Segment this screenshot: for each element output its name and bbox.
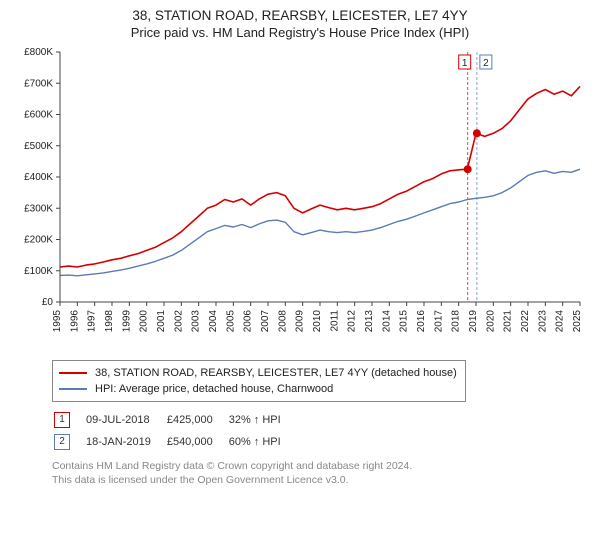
svg-text:£200K: £200K [24, 235, 53, 246]
svg-text:2014: 2014 [381, 310, 392, 333]
svg-text:2019: 2019 [468, 310, 479, 333]
svg-text:2013: 2013 [364, 310, 375, 333]
svg-text:£400K: £400K [24, 172, 53, 183]
svg-text:2015: 2015 [399, 310, 410, 333]
legend-swatch [59, 388, 87, 390]
svg-text:1999: 1999 [121, 310, 132, 333]
svg-text:2: 2 [483, 58, 489, 69]
svg-text:2018: 2018 [451, 310, 462, 333]
svg-text:2006: 2006 [243, 310, 254, 333]
svg-text:2012: 2012 [347, 310, 358, 333]
svg-text:2020: 2020 [485, 310, 496, 333]
legend-item: HPI: Average price, detached house, Char… [59, 381, 459, 397]
footnote-line: This data is licensed under the Open Gov… [52, 474, 588, 488]
legend: 38, STATION ROAD, REARSBY, LEICESTER, LE… [52, 360, 466, 402]
svg-text:1: 1 [462, 58, 468, 69]
svg-text:2010: 2010 [312, 310, 323, 333]
footnote: Contains HM Land Registry data © Crown c… [52, 460, 588, 487]
svg-text:£600K: £600K [24, 110, 53, 121]
event-date: 09-JUL-2018 [86, 410, 165, 430]
svg-text:1996: 1996 [69, 310, 80, 333]
event-date: 18-JAN-2019 [86, 432, 165, 452]
svg-text:2003: 2003 [191, 310, 202, 333]
svg-text:2009: 2009 [295, 310, 306, 333]
svg-text:2016: 2016 [416, 310, 427, 333]
svg-text:2004: 2004 [208, 310, 219, 333]
event-row: 2 18-JAN-2019 £540,000 60% ↑ HPI [54, 432, 295, 452]
legend-item: 38, STATION ROAD, REARSBY, LEICESTER, LE… [59, 365, 459, 381]
svg-text:£800K: £800K [24, 47, 53, 58]
chart-container: £0 £100K £200K £300K £400K £500K £600K £700K £80… [12, 46, 588, 356]
svg-text:2005: 2005 [225, 310, 236, 333]
events-table: 1 09-JUL-2018 £425,000 32% ↑ HPI 2 18-JA… [52, 408, 297, 454]
svg-text:2023: 2023 [537, 310, 548, 333]
title-line-1: 38, STATION ROAD, REARSBY, LEICESTER, LE… [12, 8, 588, 23]
svg-text:2011: 2011 [329, 310, 340, 332]
legend-label: HPI: Average price, detached house, Char… [95, 383, 333, 395]
svg-text:2002: 2002 [173, 310, 184, 333]
line-chart: £0 £100K £200K £300K £400K £500K £600K £700K £80… [12, 46, 588, 356]
svg-text:2001: 2001 [156, 310, 167, 333]
legend-label: 38, STATION ROAD, REARSBY, LEICESTER, LE… [95, 367, 457, 379]
event-badge: 2 [54, 434, 70, 450]
svg-text:1995: 1995 [52, 310, 63, 333]
event-price: £540,000 [167, 432, 227, 452]
chart-title-block: 38, STATION ROAD, REARSBY, LEICESTER, LE… [12, 8, 588, 40]
svg-text:1997: 1997 [87, 310, 98, 333]
title-line-2: Price paid vs. HM Land Registry's House … [12, 25, 588, 40]
svg-text:2008: 2008 [277, 310, 288, 333]
svg-text:1998: 1998 [104, 310, 115, 333]
svg-text:2024: 2024 [555, 310, 566, 333]
svg-text:2007: 2007 [260, 310, 271, 333]
event-note: 32% ↑ HPI [229, 410, 295, 430]
svg-text:2021: 2021 [503, 310, 514, 333]
event-row: 1 09-JUL-2018 £425,000 32% ↑ HPI [54, 410, 295, 430]
svg-text:2022: 2022 [520, 310, 531, 333]
svg-text:£100K: £100K [24, 266, 53, 277]
footnote-line: Contains HM Land Registry data © Crown c… [52, 460, 588, 474]
svg-text:2000: 2000 [139, 310, 150, 333]
svg-text:£700K: £700K [24, 78, 53, 89]
svg-text:£0: £0 [42, 297, 54, 308]
svg-text:2025: 2025 [572, 310, 583, 333]
svg-text:£500K: £500K [24, 141, 53, 152]
event-note: 60% ↑ HPI [229, 432, 295, 452]
svg-text:2017: 2017 [433, 310, 444, 333]
svg-text:£300K: £300K [24, 203, 53, 214]
event-price: £425,000 [167, 410, 227, 430]
legend-swatch [59, 372, 87, 374]
event-badge: 1 [54, 412, 70, 428]
